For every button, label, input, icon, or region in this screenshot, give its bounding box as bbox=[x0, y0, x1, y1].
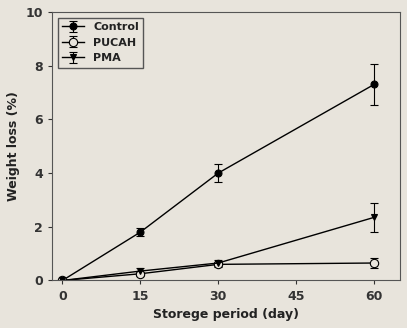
Legend: Control, PUCAH, PMA: Control, PUCAH, PMA bbox=[57, 17, 143, 68]
X-axis label: Storege period (day): Storege period (day) bbox=[153, 308, 299, 321]
Y-axis label: Weight loss (%): Weight loss (%) bbox=[7, 91, 20, 201]
